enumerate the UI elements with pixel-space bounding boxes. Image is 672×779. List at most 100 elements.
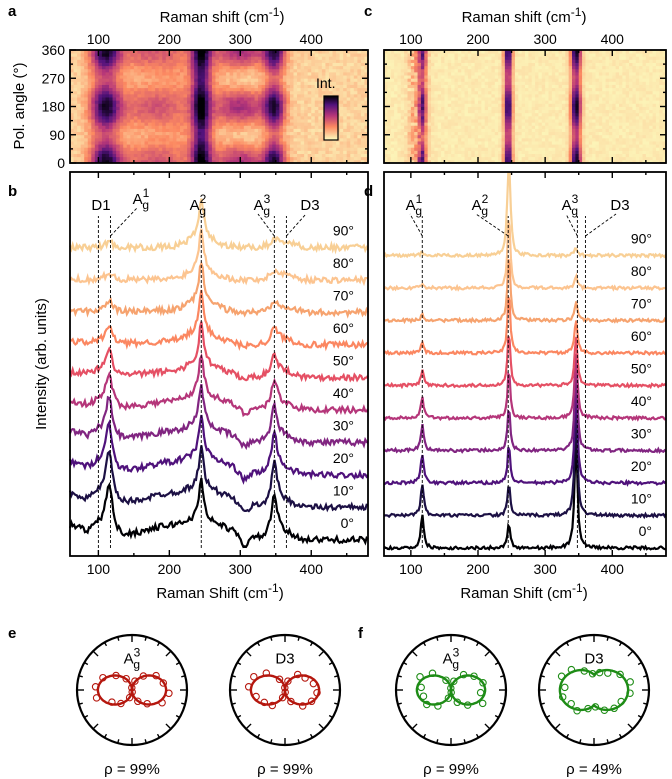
heatmap-cell — [98, 159, 103, 163]
heatmap-cell — [98, 56, 103, 60]
heatmap-cell — [105, 100, 110, 104]
heatmap-cell — [655, 90, 660, 95]
heatmap-cell — [109, 144, 113, 148]
heatmap-cell — [272, 115, 277, 120]
heatmap-cell — [137, 59, 142, 63]
heatmap-cell — [94, 53, 99, 57]
heatmap-cell — [109, 75, 113, 79]
heatmap-cell — [441, 97, 445, 101]
heatmap-cell — [279, 137, 284, 142]
heatmap-cell — [360, 68, 365, 73]
heatmap-cell — [364, 150, 368, 154]
heatmap-cell — [148, 156, 152, 161]
heatmap-cell — [521, 109, 526, 114]
heatmap-cell — [155, 65, 160, 70]
heatmap-cell — [229, 71, 234, 76]
heatmap-cell — [521, 90, 526, 95]
heatmap-cell — [265, 84, 270, 89]
heatmap-cell — [279, 93, 284, 98]
heatmap-cell — [346, 103, 351, 107]
heatmap-cell — [441, 87, 445, 92]
heatmap-cell — [561, 137, 566, 142]
heatmap-cell — [144, 147, 149, 151]
heatmap-cell — [187, 150, 192, 154]
heatmap-cell — [233, 71, 238, 76]
heatmap-cell — [250, 106, 255, 111]
heatmap-cell — [112, 90, 117, 95]
heatmap-cell — [501, 112, 506, 117]
heatmap-cell — [179, 137, 184, 142]
heatmap-cell — [130, 128, 135, 133]
heatmap-cell — [572, 131, 576, 136]
heatmap-cell — [461, 112, 465, 117]
heatmap-cell — [360, 112, 365, 117]
heatmap-cell — [390, 131, 395, 136]
heatmap-cell — [219, 112, 223, 117]
heatmap-cell — [578, 137, 583, 142]
heatmap-cell — [332, 62, 337, 67]
heatmap-cell — [116, 84, 121, 89]
heatmap-cell — [357, 109, 362, 114]
heatmap-cell — [635, 134, 640, 139]
heatmap-cell — [655, 147, 660, 151]
heatmap-cell — [420, 141, 425, 145]
heatmap-cell — [109, 137, 113, 142]
heatmap-cell — [538, 109, 543, 114]
heatmap-cell — [194, 65, 199, 70]
heatmap-cell — [397, 93, 402, 98]
heatmap-cell — [70, 97, 74, 101]
heatmap-cell — [77, 53, 82, 57]
heatmap-cell — [233, 131, 238, 136]
heatmap-cell — [282, 97, 287, 101]
heatmap-cell — [91, 81, 96, 85]
heatmap-cell — [488, 103, 492, 107]
heatmap-cell — [655, 137, 660, 142]
heatmap-cell — [501, 141, 506, 145]
heatmap-cell — [431, 106, 435, 111]
heatmap-cell — [545, 150, 549, 154]
heatmap-cell — [307, 131, 312, 136]
heatmap-cell — [619, 90, 623, 95]
heatmap-cell — [642, 156, 647, 161]
heatmap-cell — [158, 137, 163, 142]
heatmap-cell — [105, 112, 110, 117]
heatmap-cell — [126, 62, 131, 67]
heatmap-cell — [608, 137, 613, 142]
heatmap-cell — [339, 122, 344, 126]
heatmap-cell — [293, 68, 298, 73]
heatmap-cell — [258, 137, 262, 142]
heatmap-cell — [454, 131, 459, 136]
heatmap-cell — [101, 50, 106, 54]
heatmap-cell — [272, 150, 277, 154]
heatmap-cell — [387, 150, 392, 154]
heatmap-cell — [525, 128, 529, 133]
heatmap-cell — [162, 125, 167, 129]
heatmap-cell — [481, 119, 486, 123]
heatmap-cell — [420, 112, 425, 117]
heatmap-cell — [548, 100, 553, 104]
heatmap-cell — [346, 159, 351, 163]
heatmap-cell — [268, 115, 273, 120]
heatmap-cell — [265, 131, 270, 136]
heatmap-cell — [204, 150, 209, 154]
heatmap-cell — [481, 137, 486, 142]
heatmap-cell — [137, 53, 142, 57]
heatmap-cell — [645, 150, 650, 154]
heatmap-cell — [119, 103, 124, 107]
heatmap-cell — [346, 100, 351, 104]
heatmap-cell — [652, 153, 657, 158]
heatmap-cell — [311, 100, 316, 104]
heatmap-cell — [98, 103, 103, 107]
heatmap-cell — [126, 134, 131, 139]
heatmap-cell — [400, 141, 405, 145]
heatmap-cell — [130, 115, 135, 120]
heatmap-cell — [272, 159, 277, 163]
heatmap-cell — [431, 131, 435, 136]
heatmap-cell — [321, 59, 326, 63]
heatmap-cell — [201, 97, 206, 101]
heatmap-cell — [518, 122, 523, 126]
heatmap-cell — [521, 147, 526, 151]
heatmap-cell — [328, 144, 333, 148]
heatmap-cell — [201, 50, 206, 54]
heatmap-cell — [575, 119, 580, 123]
